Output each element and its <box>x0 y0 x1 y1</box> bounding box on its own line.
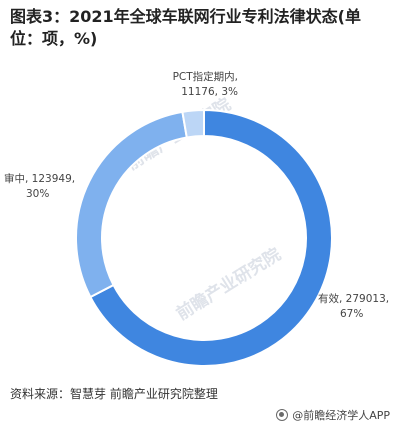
data-label: PCT指定期内, 11176, 3% <box>173 70 238 98</box>
data-label: 审中, 123949, 30% <box>4 172 75 200</box>
slice-pending <box>75 110 188 299</box>
brand-footer: @前瞻经济学人APP <box>276 407 390 423</box>
brand-logo-icon <box>276 409 289 421</box>
slice-valid <box>89 108 333 367</box>
source-note: 资料来源：智慧芽 前瞻产业研究院整理 <box>10 387 218 401</box>
data-label: 有效, 279013, 67% <box>318 292 389 320</box>
chart-title: 图表3：2021年全球车联网行业专利法律状态(单位：项，%) <box>10 7 361 48</box>
brand-text: @前瞻经济学人APP <box>292 409 390 422</box>
slice-pct <box>181 108 205 139</box>
